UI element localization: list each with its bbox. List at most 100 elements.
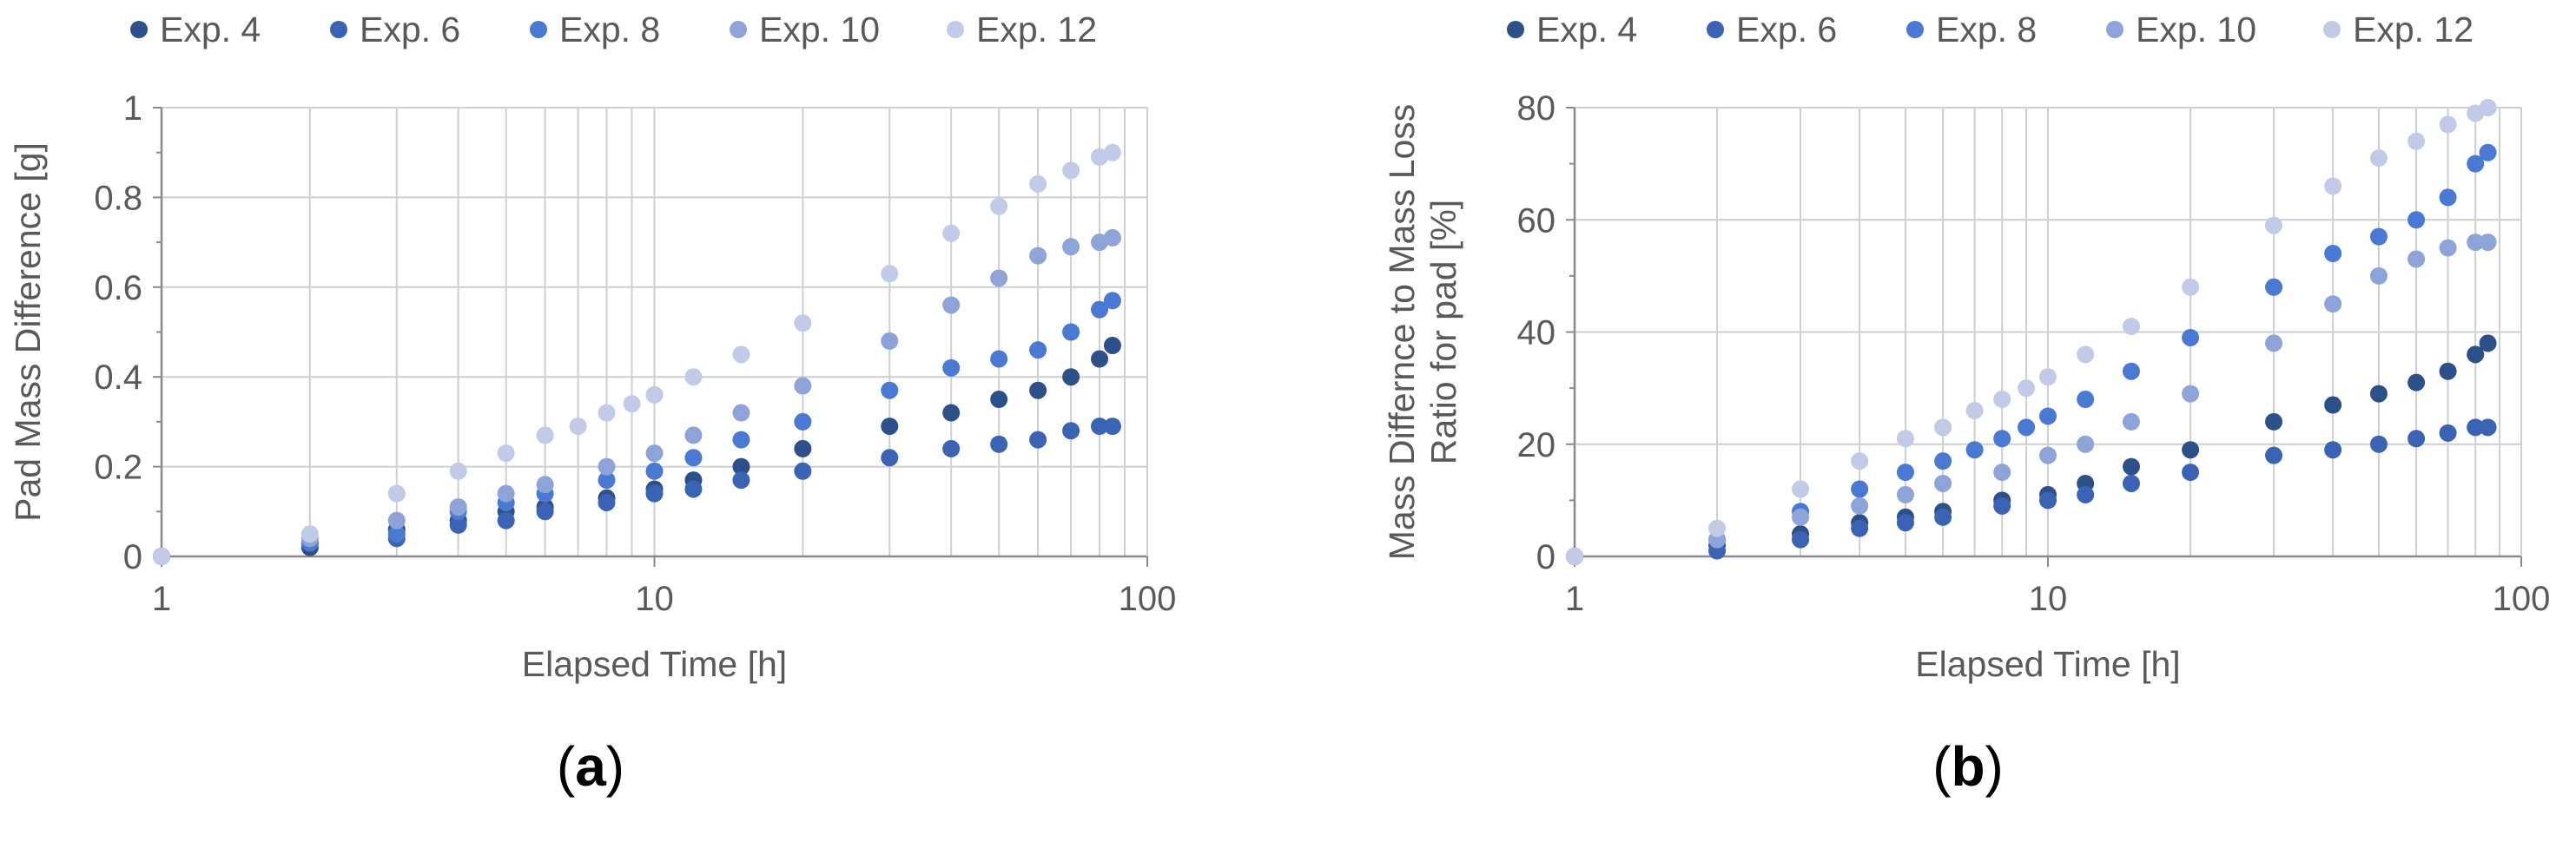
data-point bbox=[449, 516, 467, 534]
data-point bbox=[645, 484, 664, 503]
panel-label: (b) bbox=[1932, 735, 2004, 798]
data-point bbox=[2265, 412, 2283, 431]
legend-label: Exp. 12 bbox=[2353, 10, 2474, 49]
data-point bbox=[2324, 396, 2342, 414]
data-point bbox=[1993, 497, 2011, 515]
data-point bbox=[1566, 548, 1583, 565]
data-point bbox=[881, 418, 899, 436]
data-point bbox=[2479, 99, 2497, 116]
data-point bbox=[1896, 464, 1914, 482]
data-point bbox=[1993, 464, 2011, 482]
data-point bbox=[645, 444, 664, 463]
data-point bbox=[2039, 446, 2057, 464]
data-point bbox=[1029, 174, 1047, 193]
data-point bbox=[794, 439, 812, 457]
data-point bbox=[2369, 149, 2388, 168]
data-point bbox=[2039, 407, 2057, 425]
data-point bbox=[2439, 239, 2457, 257]
data-point bbox=[1896, 485, 1914, 503]
data-point bbox=[881, 381, 899, 399]
panel-a: 0 0.2 0.4 0.6 0.8 1 1 10 100 Elapsed Time [h] Pad … bbox=[8, 10, 1176, 798]
legend-label: Exp. 10 bbox=[759, 10, 880, 49]
legend-marker bbox=[530, 21, 547, 38]
data-point bbox=[881, 332, 899, 350]
legend-label: Exp. 6 bbox=[1736, 10, 1837, 49]
data-point bbox=[1851, 480, 1869, 498]
data-point bbox=[2479, 334, 2497, 352]
data-point bbox=[536, 426, 554, 444]
x-tick-label: 1 bbox=[152, 580, 171, 618]
data-point bbox=[1851, 497, 1869, 515]
y-tick-label: 0.8 bbox=[94, 179, 142, 217]
data-point bbox=[645, 385, 664, 404]
data-point bbox=[2122, 474, 2140, 492]
legend-marker bbox=[1906, 21, 1924, 38]
data-point bbox=[684, 368, 703, 386]
legend-marker bbox=[330, 21, 347, 38]
data-point bbox=[598, 457, 616, 476]
data-point bbox=[2408, 132, 2426, 150]
data-point bbox=[1934, 452, 1952, 470]
data-point bbox=[2122, 362, 2140, 380]
data-point bbox=[387, 511, 406, 530]
data-point bbox=[2182, 464, 2200, 482]
data-point bbox=[2324, 295, 2342, 313]
data-point bbox=[536, 503, 554, 521]
data-point bbox=[2265, 216, 2283, 234]
legend-label: Exp. 12 bbox=[976, 10, 1097, 49]
data-point bbox=[497, 511, 515, 530]
data-point bbox=[449, 462, 467, 480]
data-point bbox=[1851, 452, 1869, 470]
data-point bbox=[1062, 238, 1080, 256]
data-point bbox=[732, 457, 750, 476]
data-point bbox=[2039, 368, 2057, 386]
data-point bbox=[942, 359, 961, 377]
data-point bbox=[942, 296, 961, 314]
data-point bbox=[684, 449, 703, 467]
data-point bbox=[1993, 430, 2011, 448]
data-point bbox=[990, 350, 1008, 368]
data-point bbox=[1103, 337, 1121, 355]
data-point bbox=[732, 431, 750, 449]
data-point bbox=[1851, 519, 1869, 537]
data-point bbox=[1792, 508, 1810, 526]
data-point bbox=[2408, 250, 2426, 268]
data-point bbox=[1062, 161, 1080, 180]
y-tick-label: 40 bbox=[1517, 314, 1556, 352]
legend-label: Exp. 8 bbox=[559, 10, 660, 49]
data-point bbox=[2265, 446, 2283, 464]
data-point bbox=[1091, 300, 1109, 319]
data-point bbox=[1896, 514, 1914, 532]
data-point bbox=[2369, 385, 2388, 403]
data-point bbox=[2467, 155, 2485, 173]
data-point bbox=[1103, 143, 1121, 161]
data-point bbox=[598, 471, 616, 490]
x-axis-label: Elapsed Time [h] bbox=[1915, 644, 2180, 684]
x-tick-label: 100 bbox=[2493, 580, 2551, 618]
y-tick-label: 80 bbox=[1517, 89, 1556, 128]
data-point bbox=[1792, 480, 1810, 498]
data-point bbox=[645, 462, 664, 480]
data-point bbox=[1029, 381, 1047, 399]
y-tick-label: 20 bbox=[1517, 426, 1556, 464]
data-point bbox=[2439, 115, 2457, 134]
data-point bbox=[2408, 373, 2426, 391]
data-point bbox=[794, 377, 812, 395]
data-point bbox=[598, 404, 616, 422]
data-point bbox=[2077, 485, 2095, 503]
data-point bbox=[1965, 401, 1984, 419]
y-tick-label: 60 bbox=[1517, 201, 1556, 240]
data-point bbox=[598, 493, 616, 511]
data-point bbox=[942, 404, 961, 422]
data-point bbox=[942, 224, 961, 242]
data-point bbox=[794, 412, 812, 431]
data-point bbox=[1091, 418, 1109, 436]
data-point bbox=[2018, 379, 2036, 398]
data-point bbox=[1029, 431, 1047, 449]
data-point bbox=[684, 426, 703, 444]
data-point bbox=[1062, 323, 1080, 341]
data-point bbox=[387, 525, 406, 543]
data-point bbox=[1792, 530, 1810, 549]
y-tick-label: 0.2 bbox=[94, 449, 142, 487]
data-point bbox=[1029, 247, 1047, 265]
